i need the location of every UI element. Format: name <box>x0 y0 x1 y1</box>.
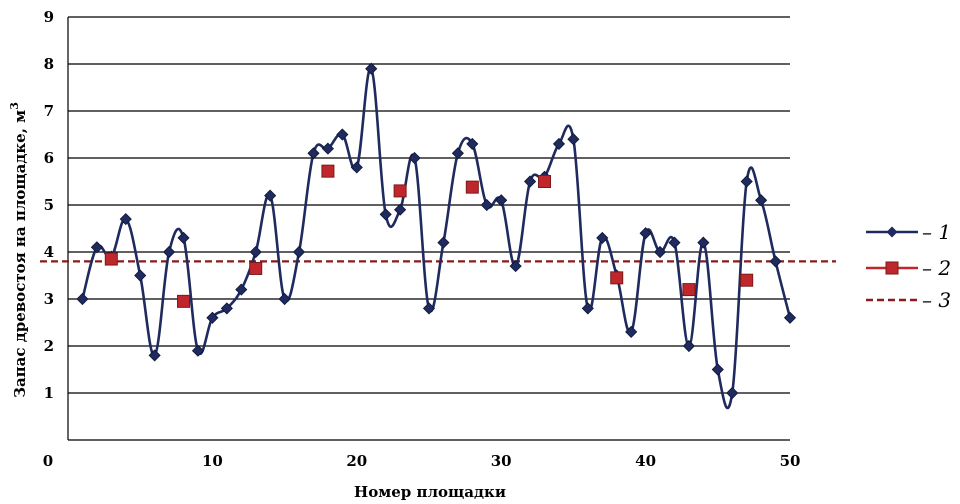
series-1-point <box>350 161 363 174</box>
series-1-point <box>235 283 248 296</box>
series-1-point <box>134 269 147 282</box>
series-1-point <box>394 203 407 216</box>
series-2-point <box>321 164 335 178</box>
series-1-point <box>76 292 89 306</box>
series-1-point <box>408 151 421 165</box>
series-1-point <box>682 339 695 353</box>
grid-lines <box>68 16 790 394</box>
x-tick-label: 10 <box>202 452 223 470</box>
series-1-point <box>292 245 306 259</box>
series-1-point <box>177 231 190 244</box>
series-1-point <box>697 236 710 249</box>
series-1-point <box>278 292 291 306</box>
series-1-point <box>163 245 176 259</box>
series-1-line <box>81 67 792 410</box>
series-1-point <box>726 386 739 400</box>
series-1-point <box>480 198 493 212</box>
series-1-point <box>321 142 334 155</box>
series-1-point <box>755 194 768 207</box>
series-2-point <box>610 271 624 285</box>
y-tick-label: 3 <box>44 290 54 308</box>
series-1-point <box>307 147 320 160</box>
y-tick-label: 7 <box>44 102 54 120</box>
series-2-point <box>104 252 118 266</box>
series-1-point <box>769 255 782 268</box>
y-axis-title-text: Запас древостоя на площадке, м <box>11 110 29 398</box>
series-1-point <box>668 236 681 249</box>
series-1-point <box>191 344 205 357</box>
series-2-point <box>249 261 263 275</box>
y-axis-title: Запас древостоя на площадке, м3 <box>8 102 29 398</box>
legend-marker-1 <box>886 226 898 238</box>
y-tick-label: 8 <box>44 55 54 73</box>
series-1-point <box>264 189 277 202</box>
legend: – 1 – 2 – 3 <box>866 220 951 312</box>
series-1-point <box>653 245 667 259</box>
legend-marker-2 <box>885 261 899 275</box>
y-tick-label: 9 <box>44 8 54 26</box>
y-axis-title-superscript: 3 <box>8 102 21 110</box>
series-1-point <box>220 302 233 315</box>
series-1-point <box>711 363 724 376</box>
legend-label-3: – 3 <box>922 288 951 312</box>
x-tick-label: 20 <box>346 452 367 470</box>
y-tick-label: 1 <box>44 384 54 402</box>
series-1-point <box>596 231 609 244</box>
series-1-point <box>639 227 652 240</box>
series-1-point <box>740 175 753 188</box>
x-axis-title: Номер площадки <box>354 483 506 501</box>
series-1-point <box>783 311 797 324</box>
y-tick-label: 2 <box>44 337 54 355</box>
series-1-point <box>466 137 479 150</box>
y-tick-labels: 1 2 3 4 5 6 7 8 9 <box>44 8 54 402</box>
x-tick-label: 50 <box>780 452 801 470</box>
series-1-point <box>625 325 638 338</box>
series-1-point <box>451 147 464 160</box>
series-1-point <box>90 241 103 254</box>
series-1 <box>76 62 797 410</box>
series-1-point <box>336 128 349 141</box>
series-2-point <box>393 184 407 198</box>
series-1-point <box>365 62 378 75</box>
legend-label-1: – 1 <box>922 220 951 244</box>
y-tick-label: 5 <box>44 196 54 214</box>
series-2-point <box>177 294 191 308</box>
series-2-point <box>682 283 696 297</box>
series-2-point <box>538 175 552 188</box>
series-1-point <box>567 133 580 146</box>
series-1-point <box>119 213 132 226</box>
axes <box>67 17 790 441</box>
x-tick-label: 40 <box>635 452 656 470</box>
series-2-point <box>465 180 479 194</box>
series-1-point <box>206 311 219 324</box>
series-1-point <box>524 175 537 188</box>
series-1-point <box>437 236 450 249</box>
y-tick-label: 6 <box>44 149 54 167</box>
legend-label-2: – 2 <box>922 256 951 280</box>
series-1-point <box>552 137 566 150</box>
y-tick-label: 4 <box>44 243 54 261</box>
series-1-point <box>495 194 508 207</box>
series-1-point <box>509 260 522 273</box>
series-2-point <box>740 273 754 287</box>
series-1-point <box>379 208 392 221</box>
series-1-point <box>581 302 594 315</box>
series-1-point <box>422 302 436 315</box>
x-tick-label: 30 <box>491 452 512 470</box>
series-2 <box>104 164 754 308</box>
x-tick-labels: 0 10 20 30 40 50 <box>43 452 801 470</box>
series-1-point <box>249 245 262 259</box>
series-1-point <box>148 349 161 362</box>
x-tick-label: 0 <box>43 452 53 470</box>
